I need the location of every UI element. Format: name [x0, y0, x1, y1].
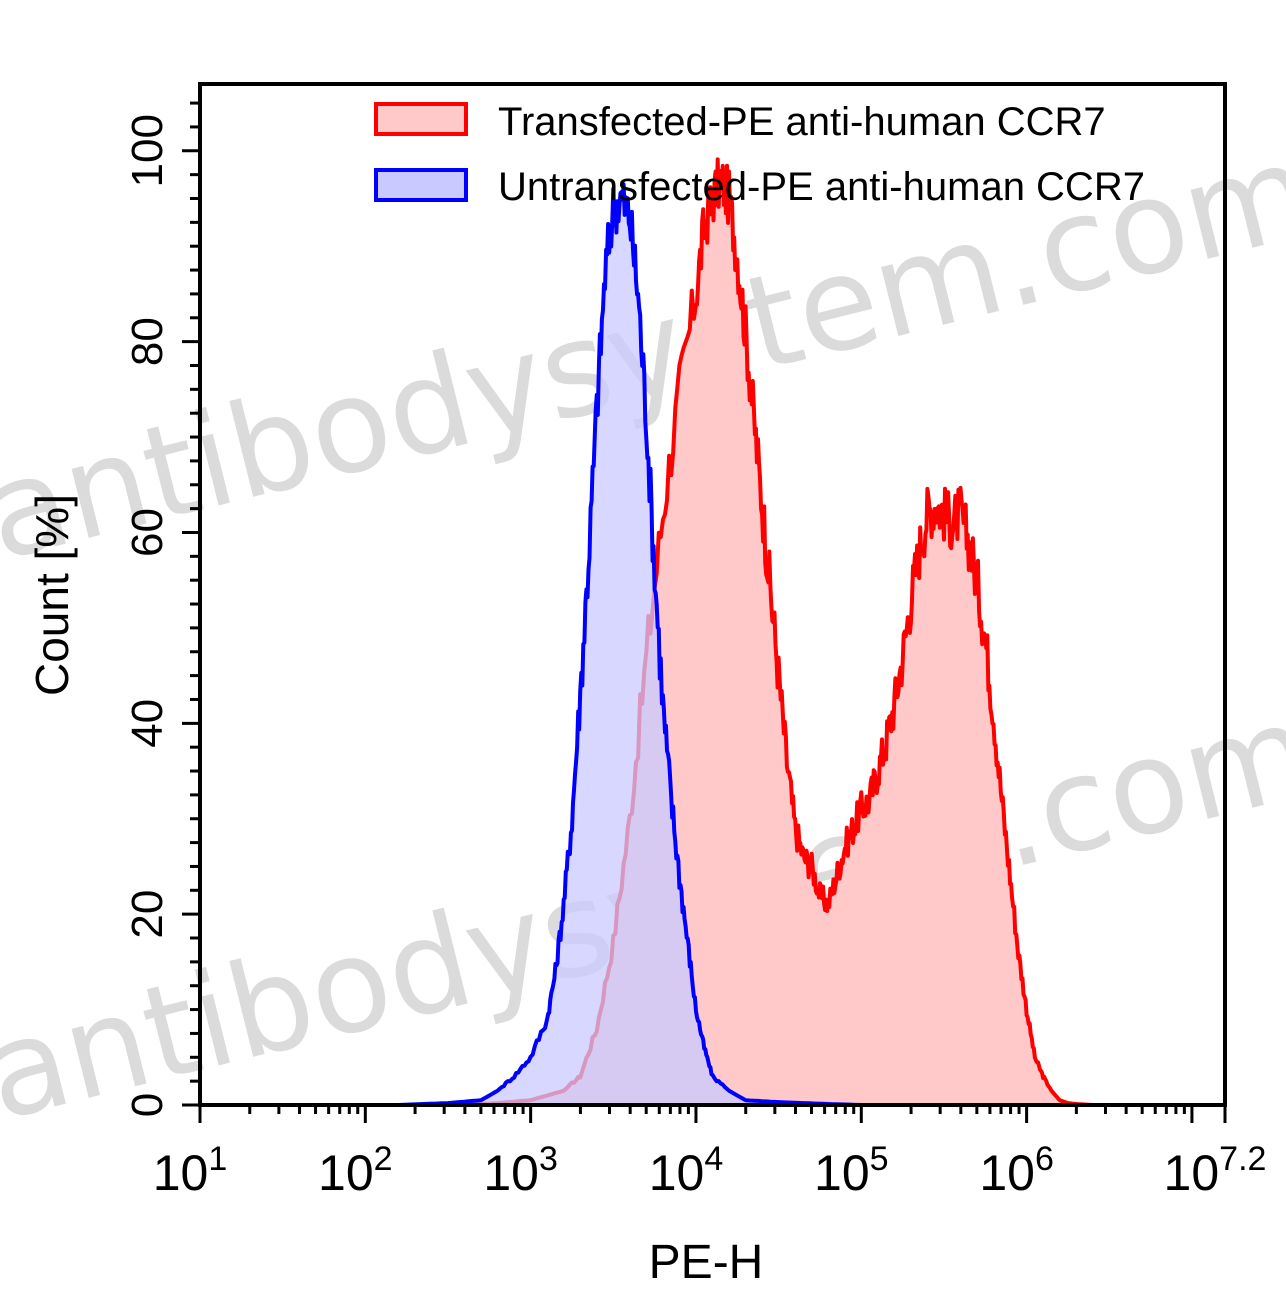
- x-axis-title: PE-H: [649, 1236, 764, 1289]
- y-tick-label: 100: [123, 114, 172, 187]
- x-tick-label: 107.2: [1164, 1140, 1267, 1201]
- x-tick-label: 104: [649, 1140, 724, 1201]
- series-area-untransfected: [398, 184, 862, 1105]
- x-tick-label: 102: [318, 1140, 393, 1201]
- y-tick-label: 20: [123, 890, 172, 939]
- y-tick-label: 60: [123, 508, 172, 557]
- y-tick-label: 40: [123, 699, 172, 748]
- legend-entry-untransfected: Untransfected-PE anti-human CCR7: [374, 165, 1145, 209]
- y-tick-label: 80: [123, 317, 172, 366]
- x-tick-label: 106: [979, 1140, 1054, 1201]
- legend-label-transfected: Transfected-PE anti-human CCR7: [498, 100, 1106, 144]
- series-layer: [398, 157, 1093, 1107]
- legend-label-untransfected: Untransfected-PE anti-human CCR7: [498, 165, 1145, 209]
- series-line-transfected: [464, 157, 1093, 1107]
- y-axis-title: Count [%]: [26, 494, 78, 696]
- y-tick-label: 0: [123, 1093, 172, 1117]
- legend-entry-transfected: Transfected-PE anti-human CCR7: [374, 100, 1106, 144]
- x-tick-label: 101: [153, 1140, 228, 1201]
- legend-swatch-transfected: [374, 102, 468, 136]
- legend: Transfected-PE anti-human CCR7 Untransfe…: [374, 100, 1145, 209]
- plot-frame: [198, 82, 1227, 1107]
- axis-layer: 0 20 40 60 80 100 101 102 103 104 105 106 107.2: [123, 101, 1267, 1201]
- series-line-untransfected: [398, 182, 862, 1107]
- legend-swatch-untransfected: [374, 168, 468, 202]
- series-area-transfected: [464, 159, 1093, 1105]
- x-tick-label: 103: [483, 1140, 558, 1201]
- x-tick-label: 105: [814, 1140, 889, 1201]
